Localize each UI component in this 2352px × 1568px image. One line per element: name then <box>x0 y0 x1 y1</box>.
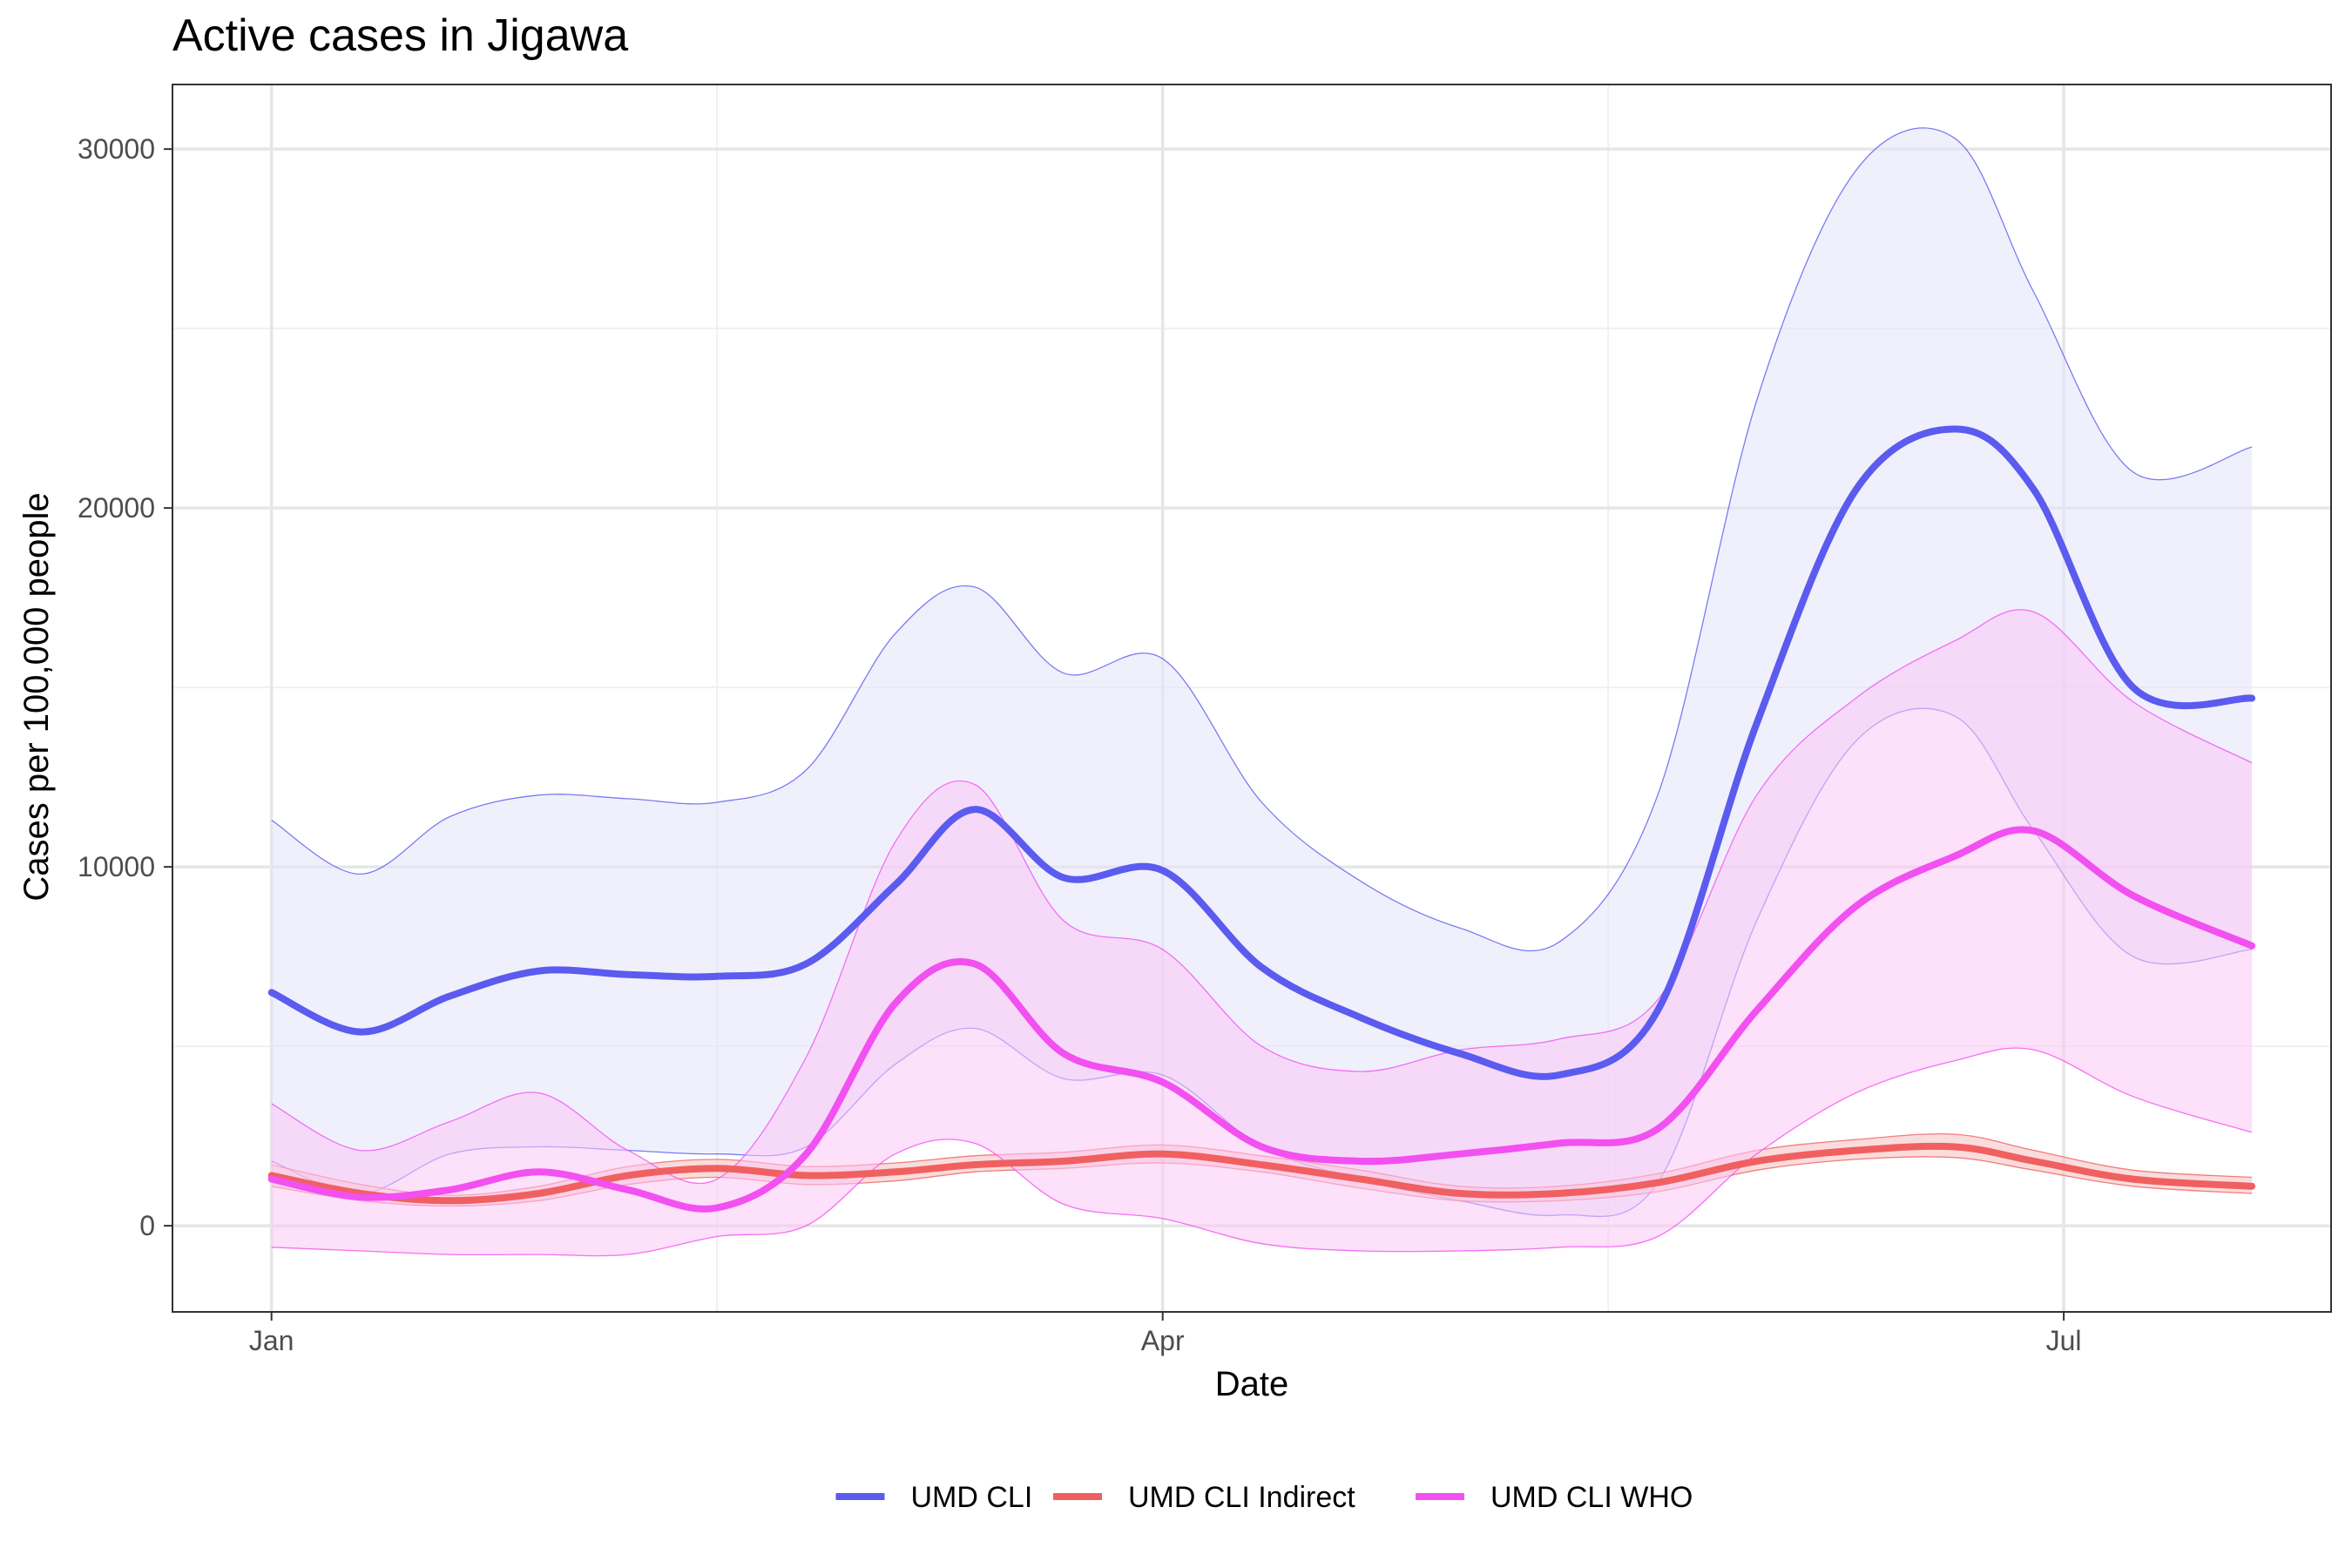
x-axis-title: Date <box>1215 1365 1289 1403</box>
y-axis-title: Cases per 100,000 people <box>17 492 56 901</box>
band-upper-umd-cli <box>271 127 2253 952</box>
y-tick-label: 20000 <box>78 492 155 524</box>
legend-label-umd-cli-indirect: UMD CLI Indirect <box>1128 1481 1355 1514</box>
legend-item-umd-cli-who: UMD CLI WHO <box>1416 1481 1693 1514</box>
y-tick-label: 30000 <box>78 133 155 165</box>
y-tick-label: 0 <box>139 1210 155 1241</box>
legend-label-umd-cli-who: UMD CLI WHO <box>1490 1481 1693 1514</box>
legend-item-umd-cli: UMD CLI <box>835 1481 1033 1514</box>
x-tick-label: Jul <box>2046 1325 2082 1356</box>
legend-item-umd-cli-indirect: UMD CLI Indirect <box>1053 1481 1355 1514</box>
legend: UMD CLI UMD CLI Indirect UMD CLI WHO <box>835 1481 1693 1514</box>
chart-title: Active cases in Jigawa <box>172 10 628 61</box>
line-umd-cli-who <box>267 826 2256 1213</box>
legend-label-umd-cli: UMD CLI <box>911 1481 1033 1514</box>
series-lines <box>267 425 2256 1213</box>
band-upper-umd-cli-who <box>271 609 2253 1185</box>
y-tick-label: 10000 <box>78 851 155 882</box>
band-lower-umd-cli-who <box>271 1047 2253 1257</box>
plot-panel-border <box>172 84 2332 1313</box>
x-axis: Jan Apr Jul <box>249 1312 2082 1356</box>
y-axis: 0 10000 20000 30000 <box>78 133 172 1241</box>
line-umd-cli-indirect <box>267 1142 2256 1205</box>
x-tick-label: Jan <box>249 1325 294 1356</box>
band-umd-cli-who <box>271 609 2253 1256</box>
x-tick-label: Apr <box>1141 1325 1185 1356</box>
band-umd-cli <box>271 127 2253 1217</box>
line-umd-cli <box>267 425 2256 1080</box>
